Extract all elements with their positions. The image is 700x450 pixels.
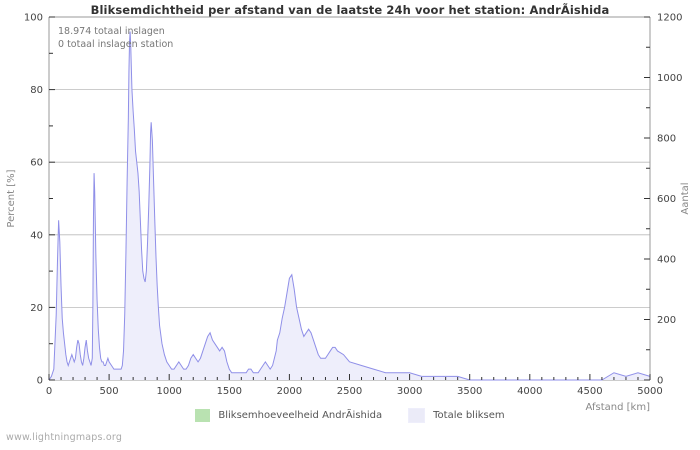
x-axis-label: Afstand [km]: [586, 402, 651, 413]
y-tick-label: 0: [37, 376, 43, 387]
legend-item-station[interactable]: Bliksemhoeveelheid AndrÃishida: [195, 409, 382, 422]
y2-tick-label: 1000: [657, 73, 682, 84]
x-tick-label: 1000: [156, 386, 181, 397]
x-tick-label: 3000: [397, 386, 422, 397]
y2-axis-label: Aantal: [680, 182, 691, 214]
series-area-total-bliksem: [49, 31, 650, 381]
y2-tick-label: 1200: [657, 13, 682, 24]
legend-label-total: Totale bliksem: [433, 410, 505, 421]
x-tick-label: 4500: [577, 386, 602, 397]
legend-swatch-station: [195, 409, 211, 422]
legend-label-station: Bliksemhoeveelheid AndrÃishida: [218, 410, 383, 421]
x-tick-label: 2500: [337, 386, 362, 397]
y-tick-label: 100: [24, 13, 43, 24]
chart-annotation: 18.974 totaal inslagen: [58, 26, 165, 37]
y-tick-label: 40: [30, 230, 43, 241]
y2-tick-label: 200: [657, 315, 676, 326]
y-tick-label: 80: [30, 85, 43, 96]
y-tick-label: 60: [30, 158, 43, 169]
chart-legend: Bliksemhoeveelheid AndrÃishida Totale bl…: [0, 408, 700, 423]
x-tick-label: 4000: [517, 386, 542, 397]
legend-swatch-total: [408, 408, 426, 423]
chart-annotation: 0 totaal inslagen station: [58, 39, 173, 50]
series-line-total-bliksem: [48, 31, 651, 381]
y2-tick-label: 400: [657, 255, 676, 266]
y-axis-label: Percent [%]: [6, 169, 17, 227]
y2-tick-label: 600: [657, 194, 676, 205]
legend-item-total[interactable]: Totale bliksem: [408, 408, 505, 423]
x-tick-label: 500: [100, 386, 119, 397]
y2-tick-label: 800: [657, 134, 676, 145]
x-tick-label: 0: [46, 386, 52, 397]
x-tick-label: 1500: [217, 386, 242, 397]
x-tick-label: 2000: [277, 386, 302, 397]
watermark-link[interactable]: www.lightningmaps.org: [6, 432, 123, 443]
y-tick-label: 20: [30, 303, 43, 314]
x-tick-label: 3500: [457, 386, 482, 397]
x-tick-label: 5000: [637, 386, 662, 397]
y2-tick-label: 0: [657, 376, 663, 387]
page-title: Bliksemdichtheid per afstand van de laat…: [90, 3, 610, 17]
